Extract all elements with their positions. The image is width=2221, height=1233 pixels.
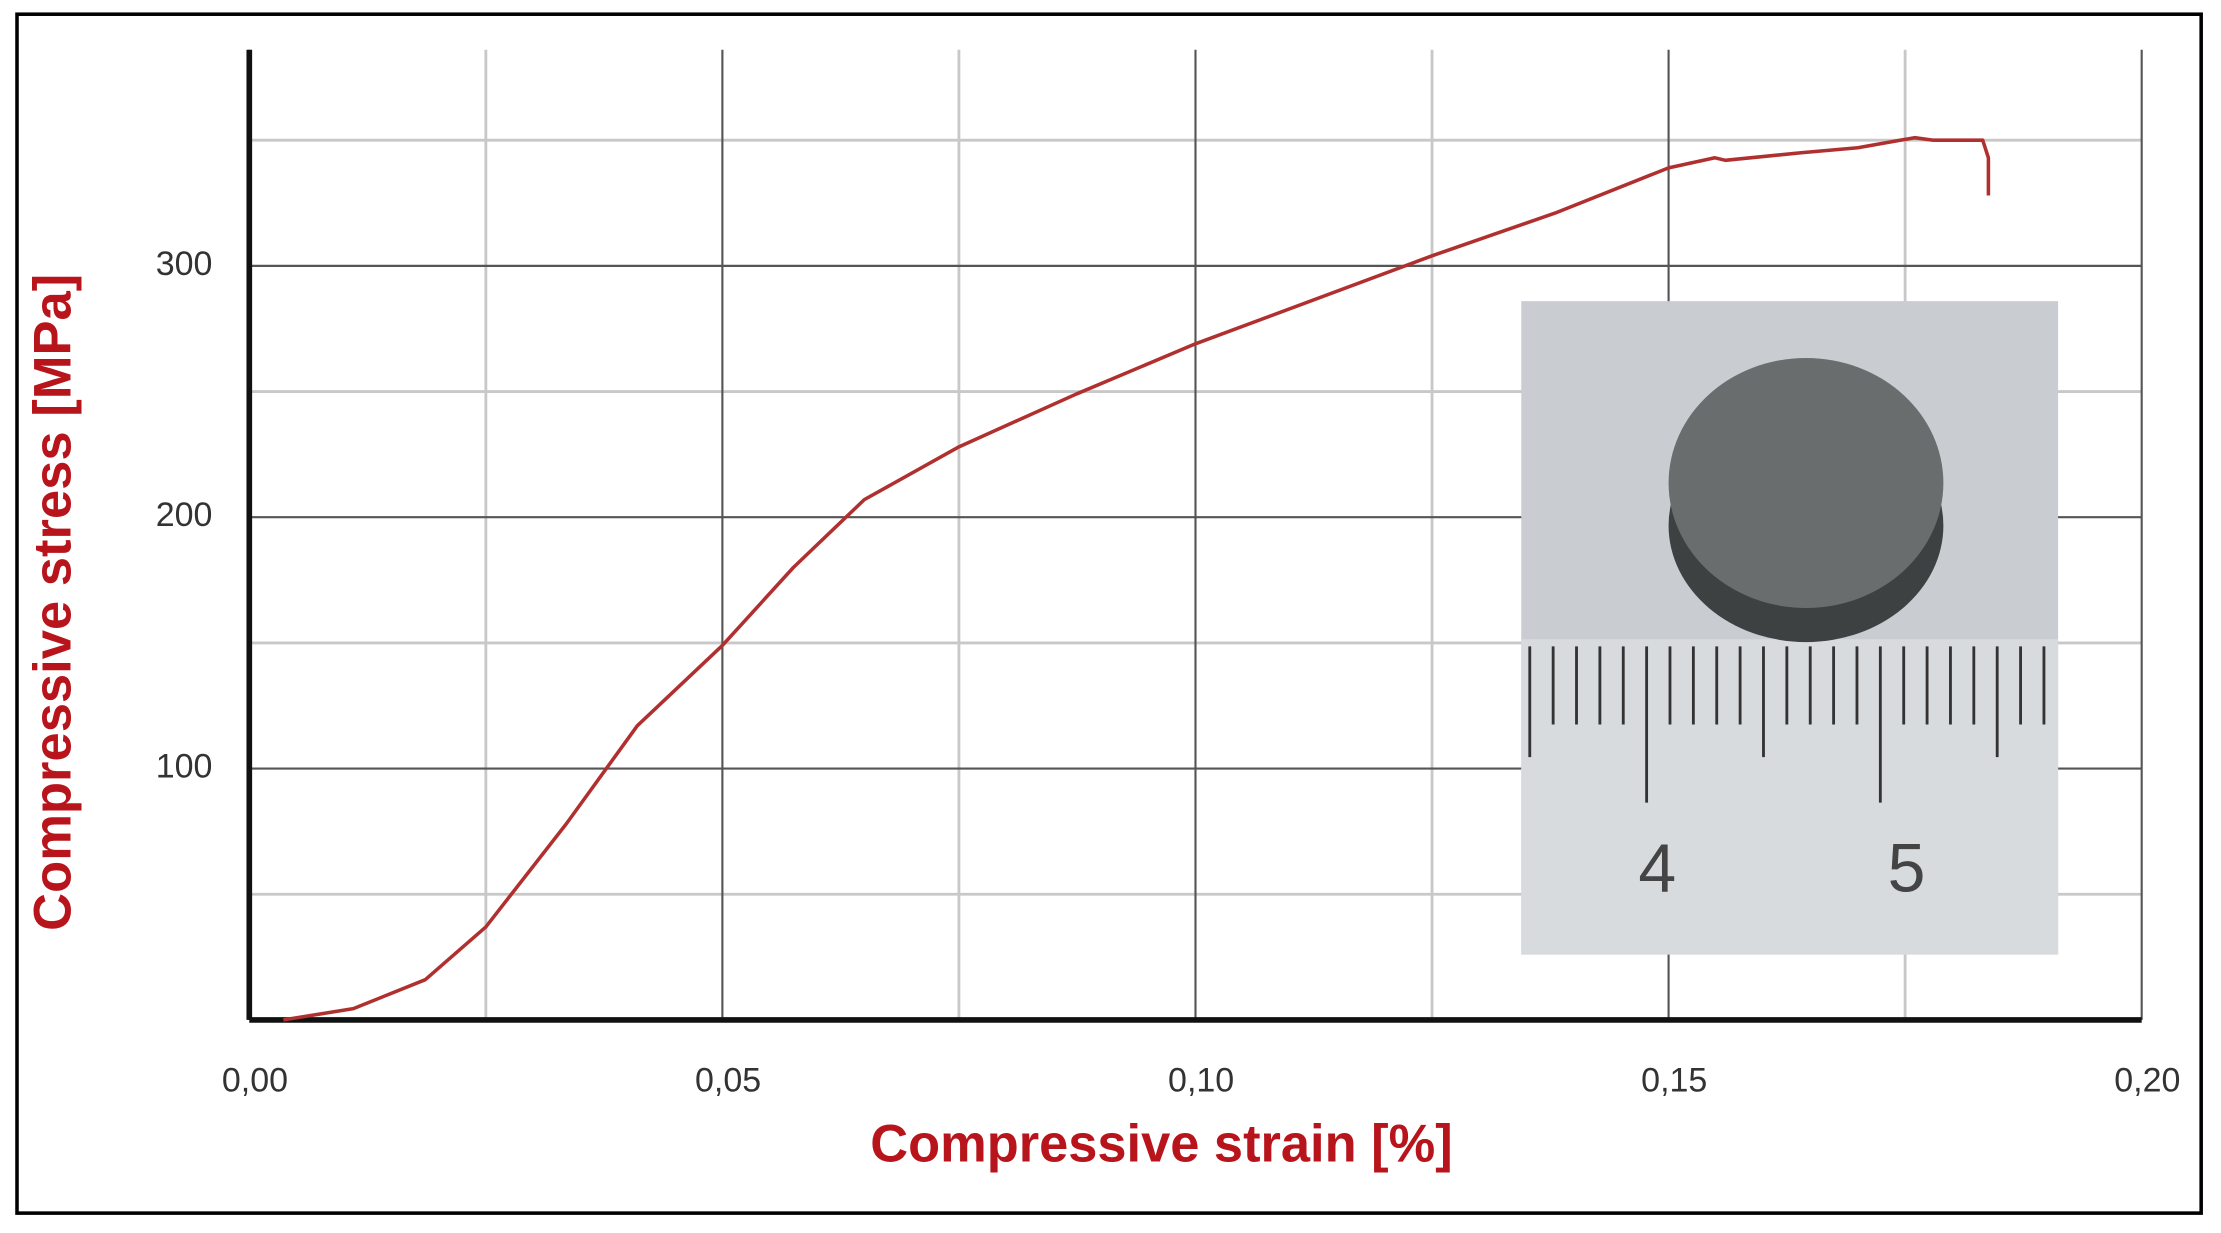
x-axis-title: Compressive strain [%] (870, 1115, 1452, 1174)
x-tick-label: 0,20 (2114, 1061, 2180, 1099)
y-tick-label: 100 (156, 748, 213, 786)
y-tick-label: 300 (156, 245, 213, 283)
y-axis-title: Compressive stress [MPa] (24, 274, 83, 931)
y-tick-label: 200 (156, 496, 213, 534)
x-tick-label: 0,05 (695, 1061, 761, 1099)
x-tick-label: 0,15 (1641, 1061, 1707, 1099)
x-tick-label: 0,00 (222, 1061, 288, 1099)
ruler-label: 5 (1888, 831, 1926, 907)
ruler (1521, 639, 2059, 955)
ruler-label: 4 (1638, 831, 1676, 907)
data-line (283, 135, 1991, 1022)
sample-top (1668, 357, 1944, 608)
plot: 0,00 0,05 0,10 0,15 0,20 100 200 300 (156, 49, 2180, 1099)
x-tick-label: 0,10 (1168, 1061, 1234, 1099)
